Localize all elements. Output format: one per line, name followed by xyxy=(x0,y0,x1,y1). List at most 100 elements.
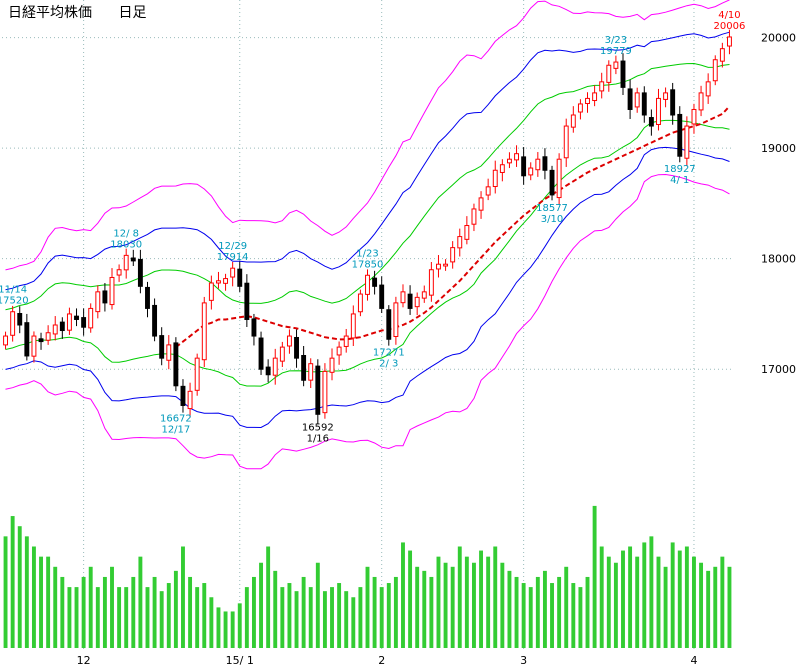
volume-bar xyxy=(393,576,398,648)
volume-bar xyxy=(230,611,235,648)
volume-bar xyxy=(684,546,689,648)
volume-bar xyxy=(677,550,682,648)
volume-bar xyxy=(621,550,625,648)
volume-bar xyxy=(24,536,29,648)
candle-body xyxy=(201,302,207,361)
candle-body xyxy=(585,97,590,105)
candle-body xyxy=(38,338,44,343)
volume-bar xyxy=(244,587,249,648)
candle-body xyxy=(393,302,399,337)
annotation-label: 12/ 8 xyxy=(113,228,139,239)
volume-bar xyxy=(181,546,185,648)
volume-bar xyxy=(3,536,8,648)
candle-body xyxy=(485,186,491,196)
volume-bar xyxy=(663,566,668,648)
candle-body xyxy=(208,282,214,301)
volume-bar xyxy=(216,607,221,648)
candle-body xyxy=(145,286,150,309)
volume-bar xyxy=(209,597,214,648)
volume-bar xyxy=(294,591,299,648)
annotation-label: 16672 xyxy=(160,413,192,424)
band-line xyxy=(5,0,730,271)
candle-body xyxy=(194,357,200,391)
volume-bar xyxy=(308,587,313,648)
volume-bar xyxy=(415,566,420,648)
candle-body xyxy=(386,309,392,340)
volume-bar xyxy=(514,576,519,648)
candle-body xyxy=(563,125,569,159)
volume-bar xyxy=(280,587,285,648)
volume-bar xyxy=(173,570,178,648)
candle-body xyxy=(570,114,576,128)
band-line xyxy=(5,173,730,470)
candle-body xyxy=(705,81,711,97)
candle-body xyxy=(187,390,193,410)
candle-body xyxy=(542,156,548,171)
volume-bar xyxy=(102,576,107,648)
volume-bar xyxy=(88,566,93,648)
volume-bar xyxy=(301,576,306,648)
candle-body xyxy=(663,92,669,100)
annotation-label: 19779 xyxy=(600,46,632,57)
volume-bar xyxy=(159,591,164,648)
volume-bar xyxy=(202,583,207,648)
candle-body xyxy=(698,92,704,111)
candle-body xyxy=(251,318,257,337)
volume-bar xyxy=(713,566,718,648)
candle-body xyxy=(499,164,505,173)
candle-body xyxy=(152,304,158,337)
candle-body xyxy=(3,335,9,346)
volume-bar xyxy=(578,587,583,648)
annotation-label: 2/ 3 xyxy=(379,358,398,369)
candle-body xyxy=(592,92,598,102)
volume-bar xyxy=(273,570,278,648)
volume-bar xyxy=(145,587,150,648)
candle-body xyxy=(478,197,484,211)
annotation-label: 17271 xyxy=(373,347,405,358)
volume-bar xyxy=(17,526,22,648)
volume-bar xyxy=(110,566,114,648)
volume-bar xyxy=(557,576,562,648)
candle-body xyxy=(59,321,65,332)
volume-bar xyxy=(542,570,547,648)
candle-body xyxy=(641,92,647,116)
chart-title-main: 日経平均株価 xyxy=(8,5,92,21)
volume-bar xyxy=(81,576,86,648)
candle-body xyxy=(329,357,335,373)
volume-bar xyxy=(372,576,377,648)
volume-bar xyxy=(53,566,58,648)
volume-bar xyxy=(74,587,79,648)
x-tick-label: 4 xyxy=(690,654,697,667)
candle-body xyxy=(428,269,434,296)
band-line xyxy=(5,119,730,387)
candle-body xyxy=(173,342,179,387)
candle-body xyxy=(31,335,37,357)
candle-body xyxy=(308,363,314,381)
candle-body xyxy=(365,274,370,295)
volume-bar xyxy=(287,583,292,648)
candle-body xyxy=(272,357,278,376)
volume-bar xyxy=(195,587,200,648)
volume-bar xyxy=(443,562,448,648)
volume-bar xyxy=(408,550,413,648)
candle-body xyxy=(45,332,51,341)
candle-body xyxy=(237,268,243,287)
annotation-label: 1/23 xyxy=(356,248,378,259)
annotation-label: 17520 xyxy=(0,296,29,307)
volume-bar xyxy=(493,546,498,648)
volume-bar xyxy=(39,556,43,648)
volume-bar xyxy=(10,516,15,648)
annotation-label: 4/10 xyxy=(718,10,740,21)
candle-body xyxy=(166,344,172,361)
volume-bar xyxy=(188,576,193,648)
candle-body xyxy=(506,158,512,164)
candle-body xyxy=(230,267,236,278)
candle-body xyxy=(712,59,718,82)
candle-body xyxy=(10,311,16,336)
candle-body xyxy=(670,89,676,116)
candle-body xyxy=(66,313,72,331)
candle-body xyxy=(137,258,143,287)
volume-bar xyxy=(670,542,675,648)
volume-bar xyxy=(401,542,405,648)
